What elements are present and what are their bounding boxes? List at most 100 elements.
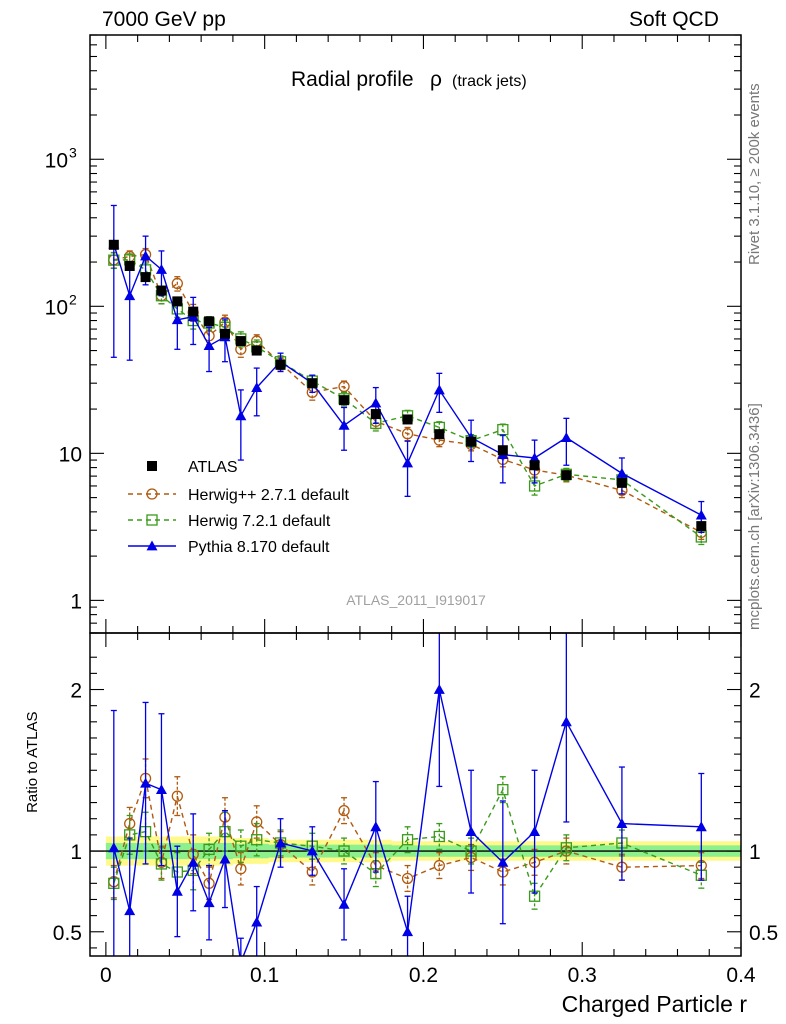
ratio-point-pythia-8-170-default xyxy=(465,826,477,837)
data-point-atlas xyxy=(529,460,540,471)
data-point-atlas xyxy=(616,477,627,488)
data-point-atlas xyxy=(561,470,572,481)
x-tick-label: 0.1 xyxy=(250,964,279,987)
header-left-label: 7000 GeV pp xyxy=(102,8,226,31)
legend-label-herwig-2-7-1-default: Herwig++ 2.7.1 default xyxy=(188,487,350,504)
y-tick-label-ratio: 2 xyxy=(70,680,82,703)
data-point-pythia-8-170-default xyxy=(433,384,445,395)
data-point-atlas xyxy=(339,395,350,406)
x-tick-label: 0.3 xyxy=(568,964,597,987)
ratio-point-pythia-8-170-default xyxy=(306,845,318,856)
data-point-pythia-8-170-default xyxy=(402,457,414,468)
ratio-point-herwig-7-2-1-default xyxy=(560,842,572,854)
y-tick-exponent: 3 xyxy=(69,144,77,160)
series-line-pythia-8-170-default xyxy=(113,243,702,516)
analysis-label: ATLAS_2011_I919017 xyxy=(346,592,486,608)
legend-entry-herwig-2-7-1-default: Herwig++ 2.7.1 default xyxy=(128,487,350,504)
data-point-herwig-2-7-1-default xyxy=(171,277,183,290)
ratio-point-pythia-8-170-default xyxy=(402,926,414,937)
data-point-atlas xyxy=(251,345,262,356)
ratio-point-pythia-8-170-default xyxy=(203,897,215,908)
data-point-herwig-2-7-1-default xyxy=(338,380,350,393)
data-point-atlas xyxy=(497,445,508,456)
data-point-pythia-8-170-default xyxy=(560,432,572,442)
legend-entry-pythia-8-170-default: Pythia 8.170 default xyxy=(128,539,330,556)
data-point-pythia-8-170-default xyxy=(140,250,152,261)
legend-marker-atlas xyxy=(147,461,157,471)
ratio-panel-frame xyxy=(89,632,742,957)
y-tick-label-main: 10 xyxy=(59,443,82,466)
ratio-line-pythia-8-170-default xyxy=(113,689,702,956)
series-line-herwig-7-2-1-default xyxy=(113,259,702,538)
data-point-atlas xyxy=(402,414,413,425)
ratio-point-herwig-2-7-1-default xyxy=(401,872,414,885)
data-point-pythia-8-170-default xyxy=(616,467,628,478)
ratio-point-pythia-8-170-default xyxy=(338,898,350,909)
ratio-point-pythia-8-170-default xyxy=(616,818,628,828)
chart-title-subtitle: (track jets) xyxy=(452,73,527,90)
data-point-pythia-8-170-default xyxy=(695,509,707,520)
series-line-herwig-2-7-1-default xyxy=(113,253,702,534)
chart-title: Radial profile xyxy=(291,68,414,91)
y-axis-label-ratio: Ratio to ATLAS xyxy=(24,711,41,812)
data-point-pythia-8-170-default xyxy=(370,397,382,408)
data-point-atlas xyxy=(466,436,477,447)
data-point-pythia-8-170-default xyxy=(251,382,263,392)
data-point-pythia-8-170-default xyxy=(171,314,183,325)
chart-title-symbol: ρ xyxy=(430,68,442,91)
legend-label-herwig-7-2-1-default: Herwig 7.2.1 default xyxy=(188,513,331,530)
data-point-atlas xyxy=(108,239,119,250)
ratio-point-pythia-8-170-default xyxy=(695,821,707,832)
legend-marker-herwig-7-2-1-default xyxy=(146,514,158,526)
data-point-atlas xyxy=(204,316,215,327)
data-point-atlas xyxy=(235,336,246,347)
ratio-point-pythia-8-170-default xyxy=(108,842,120,853)
data-point-pythia-8-170-default xyxy=(203,340,215,351)
y-tick-label-main: 10 xyxy=(45,296,68,319)
y-tick-label-ratio-right: 0.5 xyxy=(749,922,778,945)
data-point-atlas xyxy=(188,306,199,317)
ratio-point-pythia-8-170-default xyxy=(140,777,152,788)
data-point-atlas xyxy=(370,409,381,420)
x-tick-label: 0.4 xyxy=(726,964,756,987)
ratio-line-herwig-7-2-1-default xyxy=(113,787,702,898)
ratio-point-pythia-8-170-default xyxy=(219,853,231,864)
data-point-atlas xyxy=(434,429,445,440)
ratio-point-pythia-8-170-default xyxy=(124,905,136,916)
ratio-point-herwig-7-2-1-default xyxy=(235,840,247,852)
data-point-pythia-8-170-default xyxy=(124,290,136,301)
ratio-line-herwig-2-7-1-default xyxy=(113,775,702,886)
data-point-atlas xyxy=(156,285,167,296)
legend-entry-herwig-7-2-1-default: Herwig 7.2.1 default xyxy=(128,513,331,530)
y-tick-label-main: 10 xyxy=(45,149,68,172)
ratio-point-pythia-8-170-default xyxy=(187,856,199,867)
data-point-atlas xyxy=(140,272,151,283)
y-tick-label-ratio: 1 xyxy=(70,841,82,864)
data-point-atlas xyxy=(124,260,135,271)
data-point-atlas xyxy=(275,359,286,370)
ratio-point-herwig-2-7-1-default xyxy=(433,859,445,872)
ratio-point-herwig-2-7-1-default xyxy=(251,816,263,828)
header-right-label: Soft QCD xyxy=(629,8,719,31)
ratio-point-herwig-2-7-1-default xyxy=(235,863,247,875)
legend-label-atlas: ATLAS xyxy=(188,459,238,476)
ratio-point-herwig-7-2-1-default xyxy=(433,830,445,843)
ratio-point-pythia-8-170-default xyxy=(155,784,167,795)
y-tick-label-ratio-right: 1 xyxy=(749,841,761,864)
y-tick-label-main: 1 xyxy=(70,590,82,613)
x-tick-label: 0 xyxy=(100,964,112,987)
data-point-atlas xyxy=(696,521,707,532)
data-point-pythia-8-170-default xyxy=(235,410,247,421)
ratio-point-pythia-8-170-default xyxy=(235,957,246,967)
ratio-point-herwig-2-7-1-default xyxy=(124,817,136,830)
ratio-point-pythia-8-170-default xyxy=(497,856,509,867)
y-tick-label-ratio-right: 2 xyxy=(749,680,761,703)
ratio-point-herwig-7-2-1-default xyxy=(203,843,215,856)
data-point-pythia-8-170-default xyxy=(338,419,350,430)
series-atlas-main xyxy=(108,239,707,532)
ratio-point-herwig-7-2-1-default xyxy=(497,784,509,796)
legend-entry-atlas: ATLAS xyxy=(147,459,238,476)
ratio-point-pythia-8-170-default xyxy=(370,821,382,832)
legend-marker-pythia-8-170-default xyxy=(146,540,158,551)
